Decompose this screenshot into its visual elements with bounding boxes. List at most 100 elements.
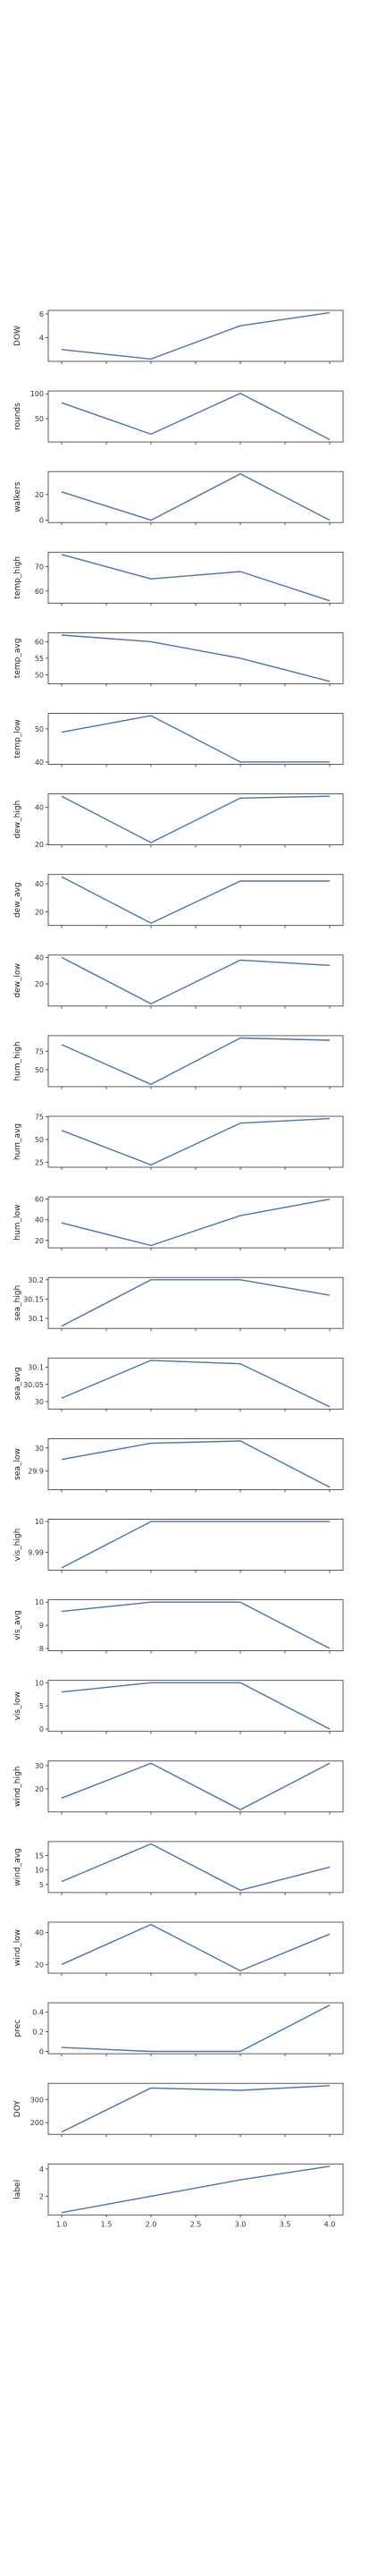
panel-DOW: 4 6 DOW	[13, 309, 344, 364]
y-tick-label: 8	[39, 1645, 44, 1653]
y-tick-label: 50	[35, 415, 44, 423]
y-tick-label: 10	[35, 1598, 44, 1606]
panel-sea_low: 29.9 30 sea_low	[13, 1438, 344, 1493]
series-line-sea_low	[61, 1440, 331, 1488]
series-line-DOW	[61, 311, 331, 360]
panel-temp_low: 40 50 temp_low	[13, 713, 344, 767]
panel-DOY: 200 300 DOY	[13, 2082, 344, 2138]
axes-frame	[47, 390, 344, 443]
y-axis-label: dew_avg	[13, 882, 22, 918]
panel-vis_low: 0 5 10 vis_low	[13, 1679, 344, 1734]
y-tick-label: 9	[39, 1622, 44, 1630]
panel-wind_high: 20 30 wind_high	[13, 1760, 344, 1815]
y-tick-label: 2	[39, 2192, 44, 2200]
y-tick-label: 15	[35, 1852, 44, 1860]
series-line-vis_low	[61, 1682, 331, 1730]
series-line-prec	[61, 2004, 331, 2053]
series-line-hum_low	[61, 1199, 331, 1247]
y-tick-label: 25	[35, 1158, 44, 1166]
series-line-dew_low	[61, 956, 331, 1004]
y-tick-label: 30.2	[28, 1276, 44, 1284]
y-axis-label: temp_avg	[13, 639, 22, 679]
y-tick-label: 20	[35, 980, 44, 988]
series-line-wind_high	[61, 1762, 331, 1810]
y-tick-label: 0.2	[32, 2028, 44, 2036]
x-tick-label: 4.0	[324, 2220, 336, 2228]
y-tick-label: 5	[39, 1702, 44, 1710]
y-tick-label: 10	[35, 1518, 44, 1526]
series-line-dew_avg	[61, 876, 330, 924]
series-line-vis_avg	[61, 1601, 331, 1649]
y-tick-label: 20	[35, 841, 44, 849]
y-tick-label: 40	[35, 804, 44, 812]
panel-vis_high: 9.99 10 vis_high	[13, 1518, 344, 1573]
y-tick-label: 0	[39, 1725, 44, 1733]
y-tick-label: 70	[35, 564, 44, 572]
panel-hum_low: 20 40 60 hum_low	[13, 1196, 344, 1251]
panel-hum_avg: 25 50 75 hum_avg	[13, 1114, 344, 1170]
y-tick-label: 4	[39, 334, 44, 342]
y-tick-label: 30.05	[23, 1381, 44, 1389]
series-line-dew_high	[61, 795, 331, 843]
panel-label: 2 4 1.0 1.5 2.0 2.5 3.0 3.5 4.0 label	[13, 2163, 344, 2228]
y-axis-label: DOY	[13, 2100, 22, 2118]
panel-temp_avg: 50 55 60 temp_avg	[13, 632, 344, 687]
axes-frame	[47, 954, 344, 1007]
panel-sea_avg: 30 30.05 30.1 sea_avg	[13, 1357, 344, 1412]
axes-frame	[47, 1438, 344, 1490]
y-tick-label: 100	[30, 390, 44, 398]
panel-walkers: 0 20 walkers	[13, 470, 344, 526]
y-axis-label: label	[13, 2180, 22, 2199]
axes-frame	[47, 1276, 344, 1329]
y-tick-label: 20	[35, 909, 44, 917]
panel-dew_high: 20 40 dew_high	[13, 793, 344, 849]
panel-dew_low: 20 40 dew_low	[13, 953, 344, 1009]
y-axis-label: prec	[13, 2020, 22, 2038]
x-tick-label: 2.0	[146, 2220, 157, 2228]
axes-frame	[47, 793, 344, 845]
y-tick-label: 0.4	[32, 2008, 44, 2016]
axes-frame	[47, 2082, 344, 2135]
y-tick-label: 29.9	[28, 1468, 44, 1476]
y-axis-label: temp_low	[13, 719, 22, 758]
y-axis-label: wind_low	[13, 1929, 22, 1966]
y-tick-label: 4	[39, 2165, 44, 2174]
x-tick-label: 1.0	[56, 2220, 68, 2228]
y-axis-label: hum_avg	[13, 1123, 22, 1160]
series-line-DOY	[61, 2085, 331, 2133]
panel-rounds: 50 100 rounds	[13, 390, 344, 445]
axes-frame	[47, 309, 344, 362]
y-tick-label: 75	[35, 1114, 44, 1122]
x-tick-label: 3.0	[235, 2220, 247, 2228]
axes-frame	[47, 1599, 344, 1651]
series-line-hum_avg	[61, 1117, 331, 1166]
y-axis-label: vis_avg	[13, 1610, 22, 1640]
y-tick-label: 60	[35, 1196, 44, 1204]
series-line-label	[61, 2165, 331, 2214]
series-line-hum_high	[61, 1037, 331, 1086]
y-axis-label: sea_high	[13, 1285, 22, 1321]
y-tick-label: 30.1	[28, 1364, 44, 1372]
y-tick-label: 9.99	[28, 1549, 44, 1557]
y-tick-label: 40	[35, 880, 44, 888]
series-line-sea_high	[61, 1279, 331, 1327]
panel-vis_avg: 8 9 10 vis_avg	[13, 1598, 344, 1654]
y-axis-label: hum_high	[13, 1041, 22, 1080]
y-tick-label: 40	[35, 1216, 44, 1224]
y-axis-label: DOW	[13, 326, 22, 346]
y-tick-label: 20	[35, 1961, 44, 1969]
panel-dew_avg: 20 40 dew_avg	[13, 874, 344, 928]
y-tick-label: 60	[35, 638, 44, 646]
y-tick-label: 50	[35, 671, 44, 679]
y-tick-label: 6	[39, 310, 44, 318]
y-axis-label: dew_low	[13, 963, 22, 997]
panel-wind_low: 20 40 wind_low	[13, 1921, 344, 1976]
y-axis-label: wind_avg	[13, 1848, 22, 1885]
axes-frame	[47, 1680, 344, 1733]
y-tick-label: 5	[39, 1881, 44, 1889]
panel-sea_high: 30.1 30.15 30.2 sea_high	[13, 1276, 344, 1332]
panel-prec: 0 0.2 0.4 prec	[13, 2002, 344, 2057]
y-axis-label: dew_high	[13, 801, 22, 839]
y-axis-label: hum_low	[13, 1205, 22, 1241]
y-tick-label: 20	[35, 1237, 44, 1245]
